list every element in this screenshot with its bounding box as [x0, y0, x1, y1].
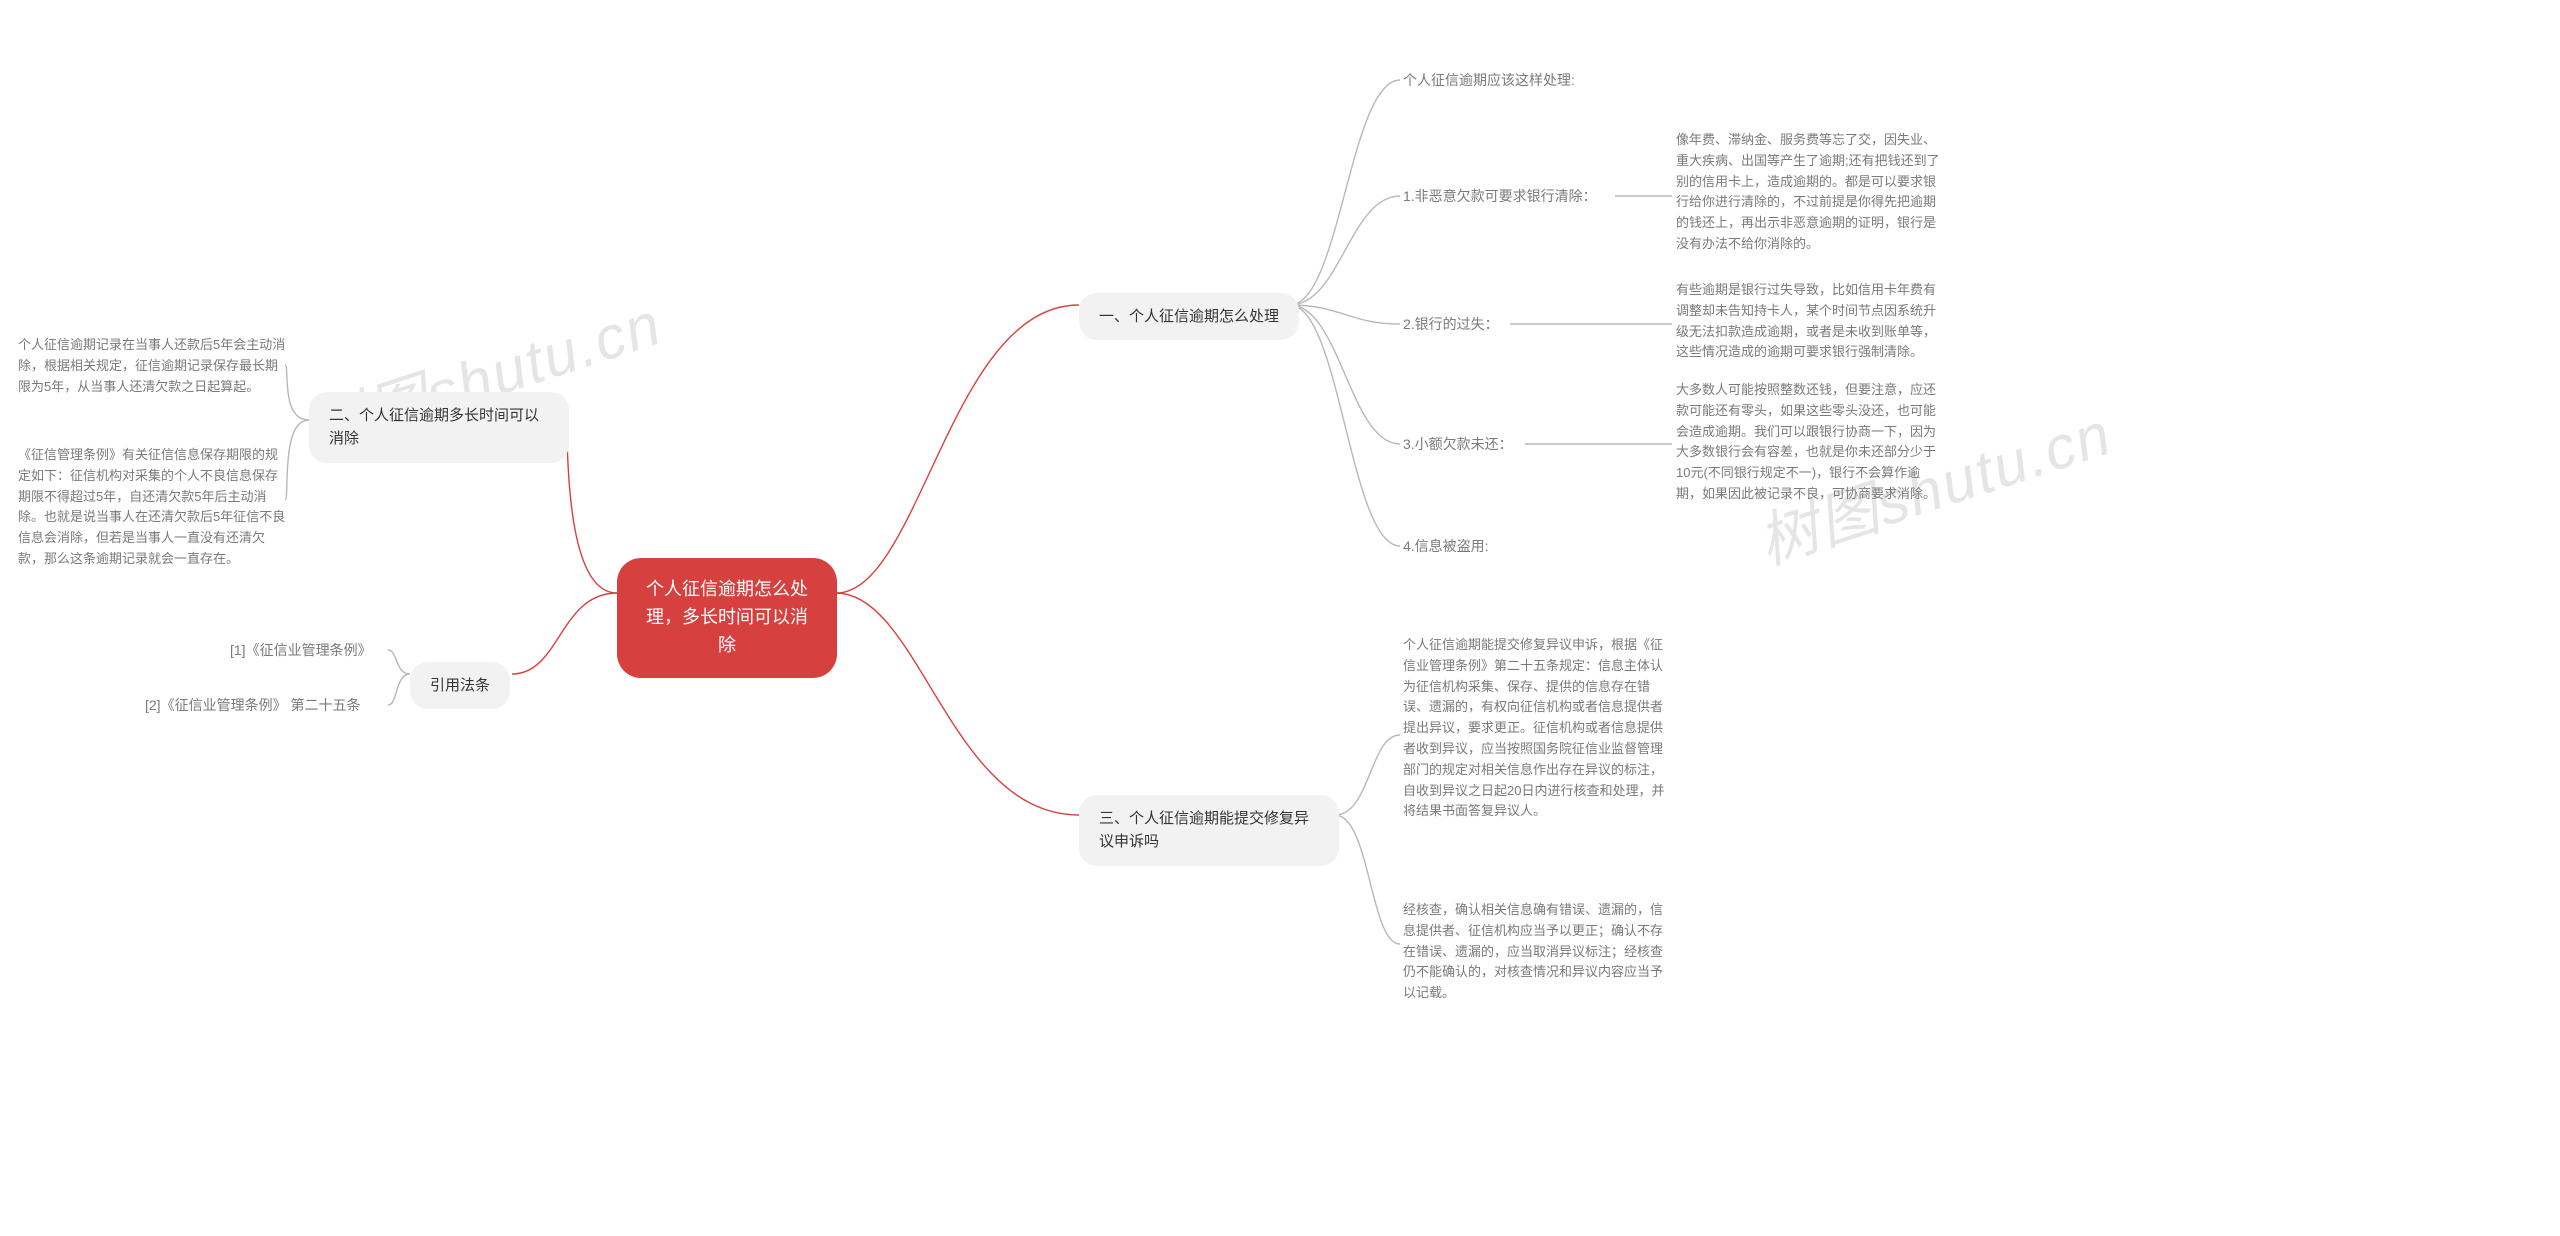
mindmap-canvas: 个人征信逾期怎么处理，多长时间可以消除 一、个人征信逾期怎么处理 个人征信逾期应…: [0, 0, 2560, 1236]
b3-leaf-2: 经核查，确认相关信息确有错误、遗漏的，信息提供者、征信机构应当予以更正；确认不存…: [1403, 900, 1673, 1004]
b2-leaf-2: 《征信管理条例》有关征信信息保存期限的规定如下：征信机构对采集的个人不良信息保存…: [18, 445, 288, 570]
b1-sub-3: 3.小额欠款未还：: [1403, 434, 1513, 456]
branch-1: 一、个人征信逾期怎么处理: [1079, 293, 1299, 340]
b1-sub-1: 1.非恶意欠款可要求银行清除：: [1403, 186, 1597, 208]
b4-sub-1: [1]《征信业管理条例》: [230, 640, 372, 662]
b2-leaf-1: 个人征信逾期记录在当事人还款后5年会主动消除，根据相关规定，征信逾期记录保存最长…: [18, 335, 288, 397]
branch-4: 引用法条: [410, 662, 510, 709]
b1-leaf-3: 大多数人可能按照整数还钱，但要注意，应还款可能还有零头，如果这些零头没还，也可能…: [1676, 380, 1946, 505]
b1-sub-4: 4.信息被盗用:: [1403, 536, 1489, 558]
branch-3: 三、个人征信逾期能提交修复异议申诉吗: [1079, 795, 1339, 866]
b1-leaf-1: 像年费、滞纳金、服务费等忘了交，因失业、重大疾病、出国等产生了逾期;还有把钱还到…: [1676, 130, 1946, 255]
branch-2: 二、个人征信逾期多长时间可以消除: [309, 392, 569, 463]
b1-sub-2: 2.银行的过失：: [1403, 314, 1499, 336]
b4-sub-2: [2]《征信业管理条例》 第二十五条: [145, 695, 360, 717]
b3-leaf-1: 个人征信逾期能提交修复异议申诉，根据《征信业管理条例》第二十五条规定：信息主体认…: [1403, 635, 1673, 822]
b1-sub-0: 个人征信逾期应该这样处理:: [1403, 70, 1575, 92]
root-node: 个人征信逾期怎么处理，多长时间可以消除: [617, 558, 837, 678]
b1-leaf-2: 有些逾期是银行过失导致，比如信用卡年费有调整却未告知持卡人，某个时间节点因系统升…: [1676, 280, 1946, 363]
